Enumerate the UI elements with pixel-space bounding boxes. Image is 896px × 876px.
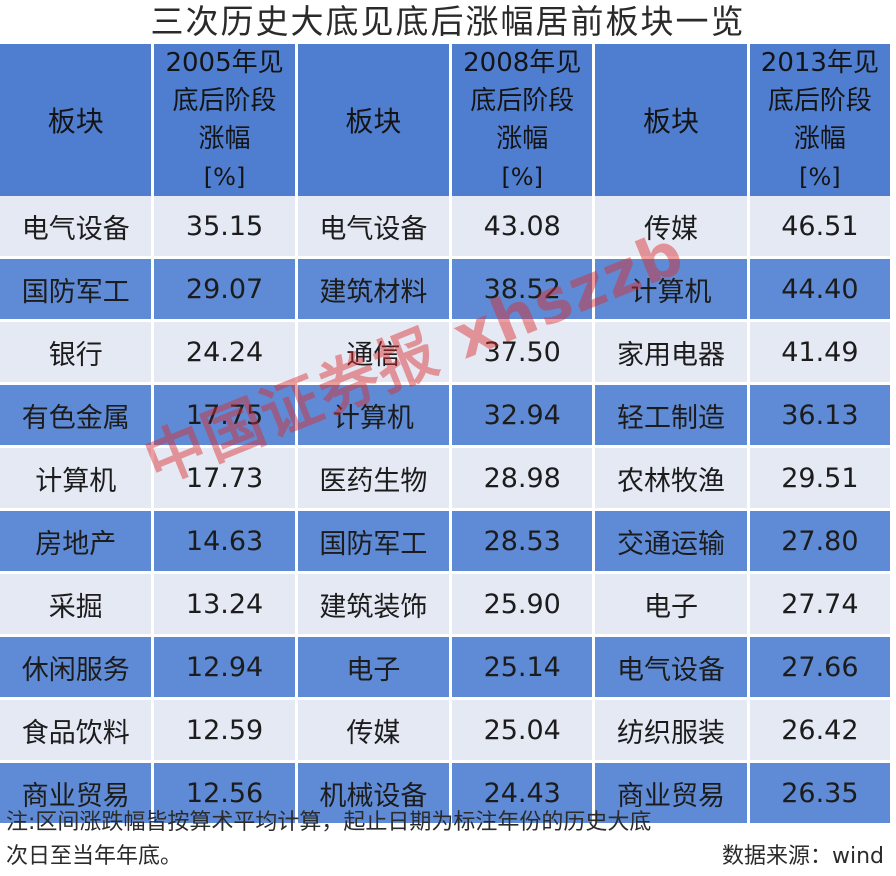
sector-cell: 电子 [595, 574, 747, 634]
gain-cell: 35.15 [154, 196, 295, 256]
gain-cell: 27.74 [749, 574, 890, 634]
table-row: 有色金属 17.75 计算机 32.94 轻工制造 36.13 [0, 385, 890, 445]
page-title: 三次历史大底见底后涨幅居前板块一览 [150, 2, 746, 41]
header-sector-2013: 板块 [595, 44, 747, 196]
table-row: 休闲服务 12.94 电子 25.14 电气设备 27.66 [0, 637, 890, 697]
sector-cell: 通信 [297, 322, 450, 382]
gain-cell: 25.90 [452, 574, 593, 634]
sector-cell: 电气设备 [595, 637, 747, 697]
table-row: 电气设备 35.15 电气设备 43.08 传媒 46.51 [0, 196, 890, 256]
row-gap [0, 445, 890, 448]
sector-cell: 食品饮料 [0, 700, 152, 760]
gain-cell: 24.24 [154, 322, 295, 382]
gain-cell: 43.08 [452, 196, 593, 256]
sector-gain-table: 板块 2005年见 底后阶段 涨幅 [%] 板块 2008年见 底后阶段 涨幅 … [0, 44, 893, 823]
footnote-line-2: 次日至当年年底。 数据来源：wind [6, 840, 890, 874]
gain-cell: 12.94 [154, 637, 295, 697]
row-gap [0, 382, 890, 385]
gain-cell: 27.66 [749, 637, 890, 697]
gain-cell: 27.80 [749, 511, 890, 571]
row-gap [0, 571, 890, 574]
sector-cell: 家用电器 [595, 322, 747, 382]
data-source: 数据来源：wind [721, 844, 884, 869]
gain-cell: 25.04 [452, 700, 593, 760]
table-row: 采掘 13.24 建筑装饰 25.90 电子 27.74 [0, 574, 890, 634]
gain-cell: 41.49 [749, 322, 890, 382]
gain-cell: 25.14 [452, 637, 593, 697]
sector-cell: 机械设备 [297, 763, 450, 823]
table-row: 商业贸易 12.56 机械设备 24.43 商业贸易 26.35 [0, 763, 890, 823]
row-gap [0, 760, 890, 763]
table-row: 房地产 14.63 国防军工 28.53 交通运输 27.80 [0, 511, 890, 571]
gain-cell: 29.07 [154, 259, 295, 319]
gain-cell: 28.98 [452, 448, 593, 508]
sector-cell: 建筑材料 [297, 259, 450, 319]
sector-cell: 房地产 [0, 511, 152, 571]
sector-cell: 国防军工 [297, 511, 450, 571]
sector-cell: 医药生物 [297, 448, 450, 508]
gain-cell: 36.13 [749, 385, 890, 445]
sector-cell: 传媒 [595, 196, 747, 256]
sector-cell: 商业贸易 [0, 763, 152, 823]
table-row: 国防军工 29.07 建筑材料 38.52 计算机 44.40 [0, 259, 890, 319]
sector-cell: 国防军工 [0, 259, 152, 319]
sector-cell: 电气设备 [297, 196, 450, 256]
sector-cell: 计算机 [297, 385, 450, 445]
row-gap [0, 319, 890, 322]
gain-cell: 46.51 [749, 196, 890, 256]
gain-cell: 17.75 [154, 385, 295, 445]
sector-cell: 计算机 [595, 259, 747, 319]
gain-cell: 28.53 [452, 511, 593, 571]
sector-cell: 纺织服装 [595, 700, 747, 760]
header-sector-2008: 板块 [297, 44, 450, 196]
sector-cell: 银行 [0, 322, 152, 382]
header-gain-2005: 2005年见 底后阶段 涨幅 [%] [154, 44, 295, 196]
gain-cell: 12.56 [154, 763, 295, 823]
sector-cell: 交通运输 [595, 511, 747, 571]
row-gap [0, 256, 890, 259]
gain-cell: 29.51 [749, 448, 890, 508]
header-gain-2013: 2013年见 底后阶段 涨幅 [%] [749, 44, 890, 196]
sector-cell: 农林牧渔 [595, 448, 747, 508]
row-gap [0, 697, 890, 700]
sector-cell: 电子 [297, 637, 450, 697]
sector-cell: 商业贸易 [595, 763, 747, 823]
header-sector-2005: 板块 [0, 44, 152, 196]
gain-cell: 32.94 [452, 385, 593, 445]
table-row: 计算机 17.73 医药生物 28.98 农林牧渔 29.51 [0, 448, 890, 508]
gain-cell: 37.50 [452, 322, 593, 382]
gain-cell: 13.24 [154, 574, 295, 634]
table-row: 银行 24.24 通信 37.50 家用电器 41.49 [0, 322, 890, 382]
sector-cell: 传媒 [297, 700, 450, 760]
sector-cell: 休闲服务 [0, 637, 152, 697]
sector-cell: 轻工制造 [595, 385, 747, 445]
gain-cell: 24.43 [452, 763, 593, 823]
footnote-line-1: 注:区间涨跌幅皆按算术平均计算，起止日期为标注年份的历史大底 [6, 810, 652, 835]
gain-cell: 12.59 [154, 700, 295, 760]
gain-cell: 44.40 [749, 259, 890, 319]
gain-cell: 17.73 [154, 448, 295, 508]
header-gain-2008: 2008年见 底后阶段 涨幅 [%] [452, 44, 593, 196]
row-gap [0, 508, 890, 511]
row-gap [0, 634, 890, 637]
gain-cell: 14.63 [154, 511, 295, 571]
gain-cell: 38.52 [452, 259, 593, 319]
sector-cell: 电气设备 [0, 196, 152, 256]
sector-cell: 有色金属 [0, 385, 152, 445]
gain-cell: 26.42 [749, 700, 890, 760]
table-header-row: 板块 2005年见 底后阶段 涨幅 [%] 板块 2008年见 底后阶段 涨幅 … [0, 44, 890, 196]
sector-cell: 计算机 [0, 448, 152, 508]
gain-cell: 26.35 [749, 763, 890, 823]
sector-cell: 采掘 [0, 574, 152, 634]
sector-cell: 建筑装饰 [297, 574, 450, 634]
footnote: 注:区间涨跌幅皆按算术平均计算，起止日期为标注年份的历史大底 次日至当年年底。 … [6, 806, 890, 874]
table-row: 食品饮料 12.59 传媒 25.04 纺织服装 26.42 [0, 700, 890, 760]
